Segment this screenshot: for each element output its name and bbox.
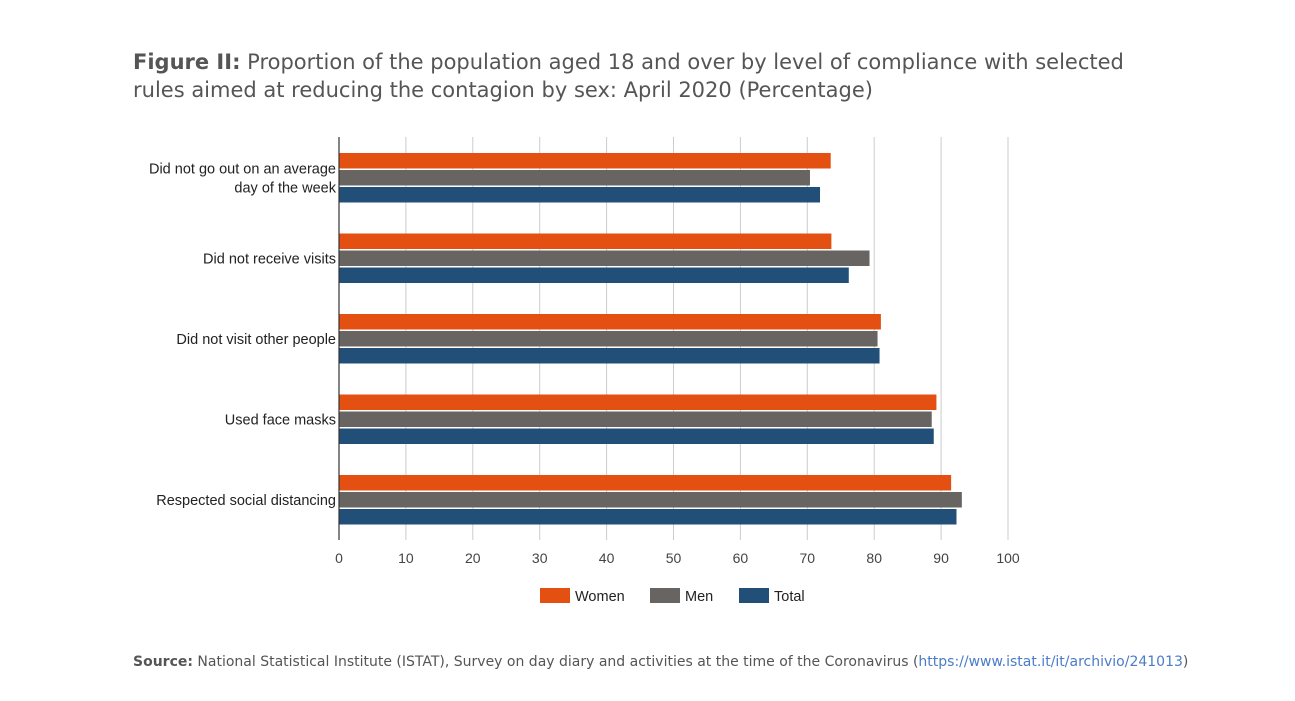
x-tick-label: 60: [733, 550, 749, 566]
bar-total: [339, 348, 880, 364]
y-category-label: Did not visit other people: [176, 332, 336, 348]
bar-women: [339, 314, 881, 330]
source-note: Source: National Statistical Institute (…: [133, 654, 1188, 670]
bar-women: [339, 475, 952, 491]
x-tick-label: 90: [933, 550, 949, 566]
source-suffix: ): [1182, 654, 1189, 670]
chart-title: Figure II: Proportion of the population …: [133, 48, 1133, 104]
bar-women: [339, 153, 831, 169]
legend-swatch-total: [739, 588, 769, 603]
x-tick-label: 10: [398, 550, 414, 566]
source-label: Source:: [133, 654, 193, 670]
x-tick-label: 30: [532, 550, 548, 566]
legend-label-women: Women: [575, 589, 625, 605]
y-category-label: Used face masks: [225, 412, 336, 428]
y-category-label: Did not go out on an average: [149, 161, 336, 177]
x-tick-label: 50: [666, 550, 682, 566]
x-tick-label: 100: [996, 550, 1020, 566]
x-tick-label: 0: [335, 550, 343, 566]
y-category-label: Did not receive visits: [203, 251, 336, 267]
bar-total: [339, 267, 849, 283]
legend-swatch-women: [540, 588, 570, 603]
figure-label: Figure II:: [133, 50, 241, 74]
bar-men: [339, 170, 810, 186]
y-category-label: Respected social distancing: [156, 493, 336, 509]
bar-women: [339, 394, 937, 410]
bar-men: [339, 331, 878, 347]
y-category-label: day of the week: [234, 180, 336, 196]
x-tick-label: 20: [465, 550, 481, 566]
bar-men: [339, 250, 870, 266]
bar-total: [339, 509, 957, 525]
source-text: National Statistical Institute (ISTAT), …: [197, 654, 919, 670]
x-tick-label: 80: [866, 550, 882, 566]
legend-label-total: Total: [774, 589, 805, 605]
x-tick-label: 70: [800, 550, 816, 566]
bar-men: [339, 411, 932, 427]
bar-women: [339, 233, 832, 249]
legend-swatch-men: [650, 588, 680, 603]
x-tick-label: 40: [599, 550, 615, 566]
title-text: Proportion of the population aged 18 and…: [133, 50, 1124, 102]
bar-men: [339, 492, 962, 508]
bar-total: [339, 428, 934, 444]
source-link[interactable]: https://www.istat.it/it/archivio/241013: [918, 654, 1183, 670]
bar-total: [339, 187, 821, 203]
legend-label-men: Men: [685, 589, 713, 605]
